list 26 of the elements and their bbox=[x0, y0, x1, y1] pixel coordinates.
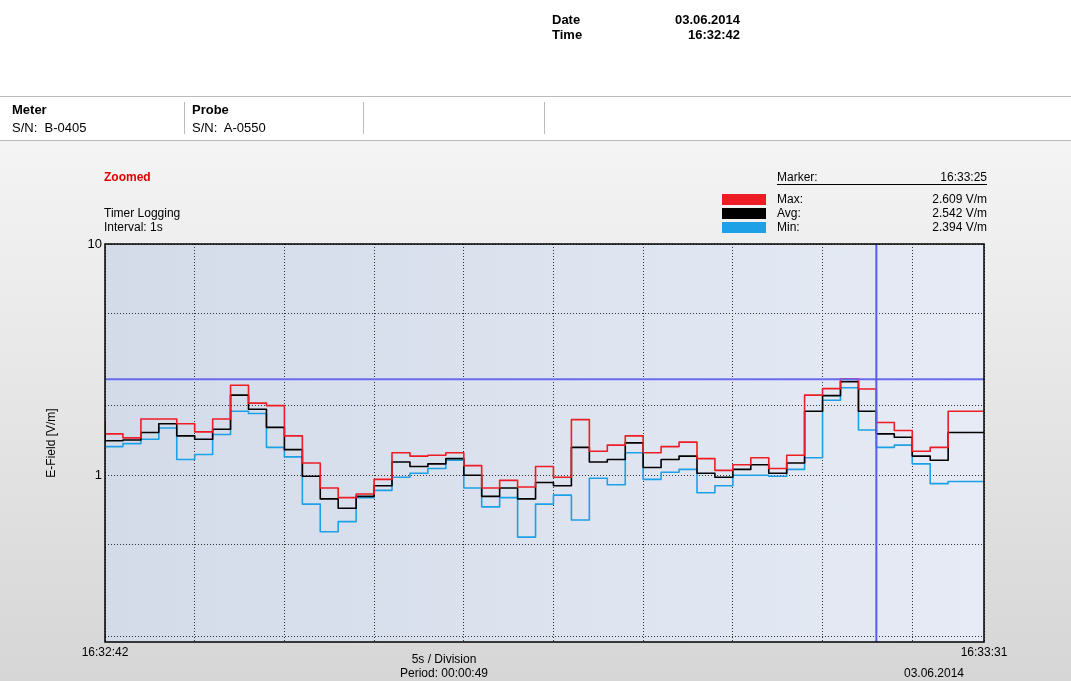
text: 5s / Division bbox=[410, 652, 478, 666]
text: Meter bbox=[12, 102, 48, 117]
text: 2.394 V/m bbox=[931, 220, 987, 234]
text: 16:32:42 bbox=[686, 27, 740, 42]
text: S/N: B-0405 bbox=[12, 120, 88, 135]
text: Probe bbox=[192, 102, 230, 117]
y-tick-label: 10 bbox=[87, 235, 102, 251]
y-axis-title: E-Field [V/m] bbox=[43, 408, 58, 478]
text: 2.609 V/m bbox=[931, 192, 987, 206]
text: 2.542 V/m bbox=[931, 206, 987, 220]
text: Timer Logging bbox=[104, 206, 182, 220]
legend-label: Min: bbox=[777, 220, 800, 234]
text: S/N: A-0550 bbox=[192, 120, 267, 135]
text: Interval: 1s bbox=[104, 220, 164, 234]
text: Period: 00:00:49 bbox=[398, 666, 490, 680]
text: Date bbox=[552, 12, 582, 27]
text: 03.06.2014 bbox=[673, 12, 740, 27]
text: 16:33:25 bbox=[939, 170, 987, 184]
text: 03.06.2014 bbox=[902, 666, 966, 680]
legend-label: Max: bbox=[777, 192, 804, 206]
text: Marker: bbox=[777, 170, 819, 184]
y-tick-label: 1 bbox=[94, 466, 102, 482]
x-tick-label: 16:33:31 bbox=[960, 644, 1008, 659]
text: Zoomed bbox=[104, 170, 152, 184]
text: Time bbox=[552, 27, 584, 42]
legend-label: Avg: bbox=[777, 206, 801, 220]
